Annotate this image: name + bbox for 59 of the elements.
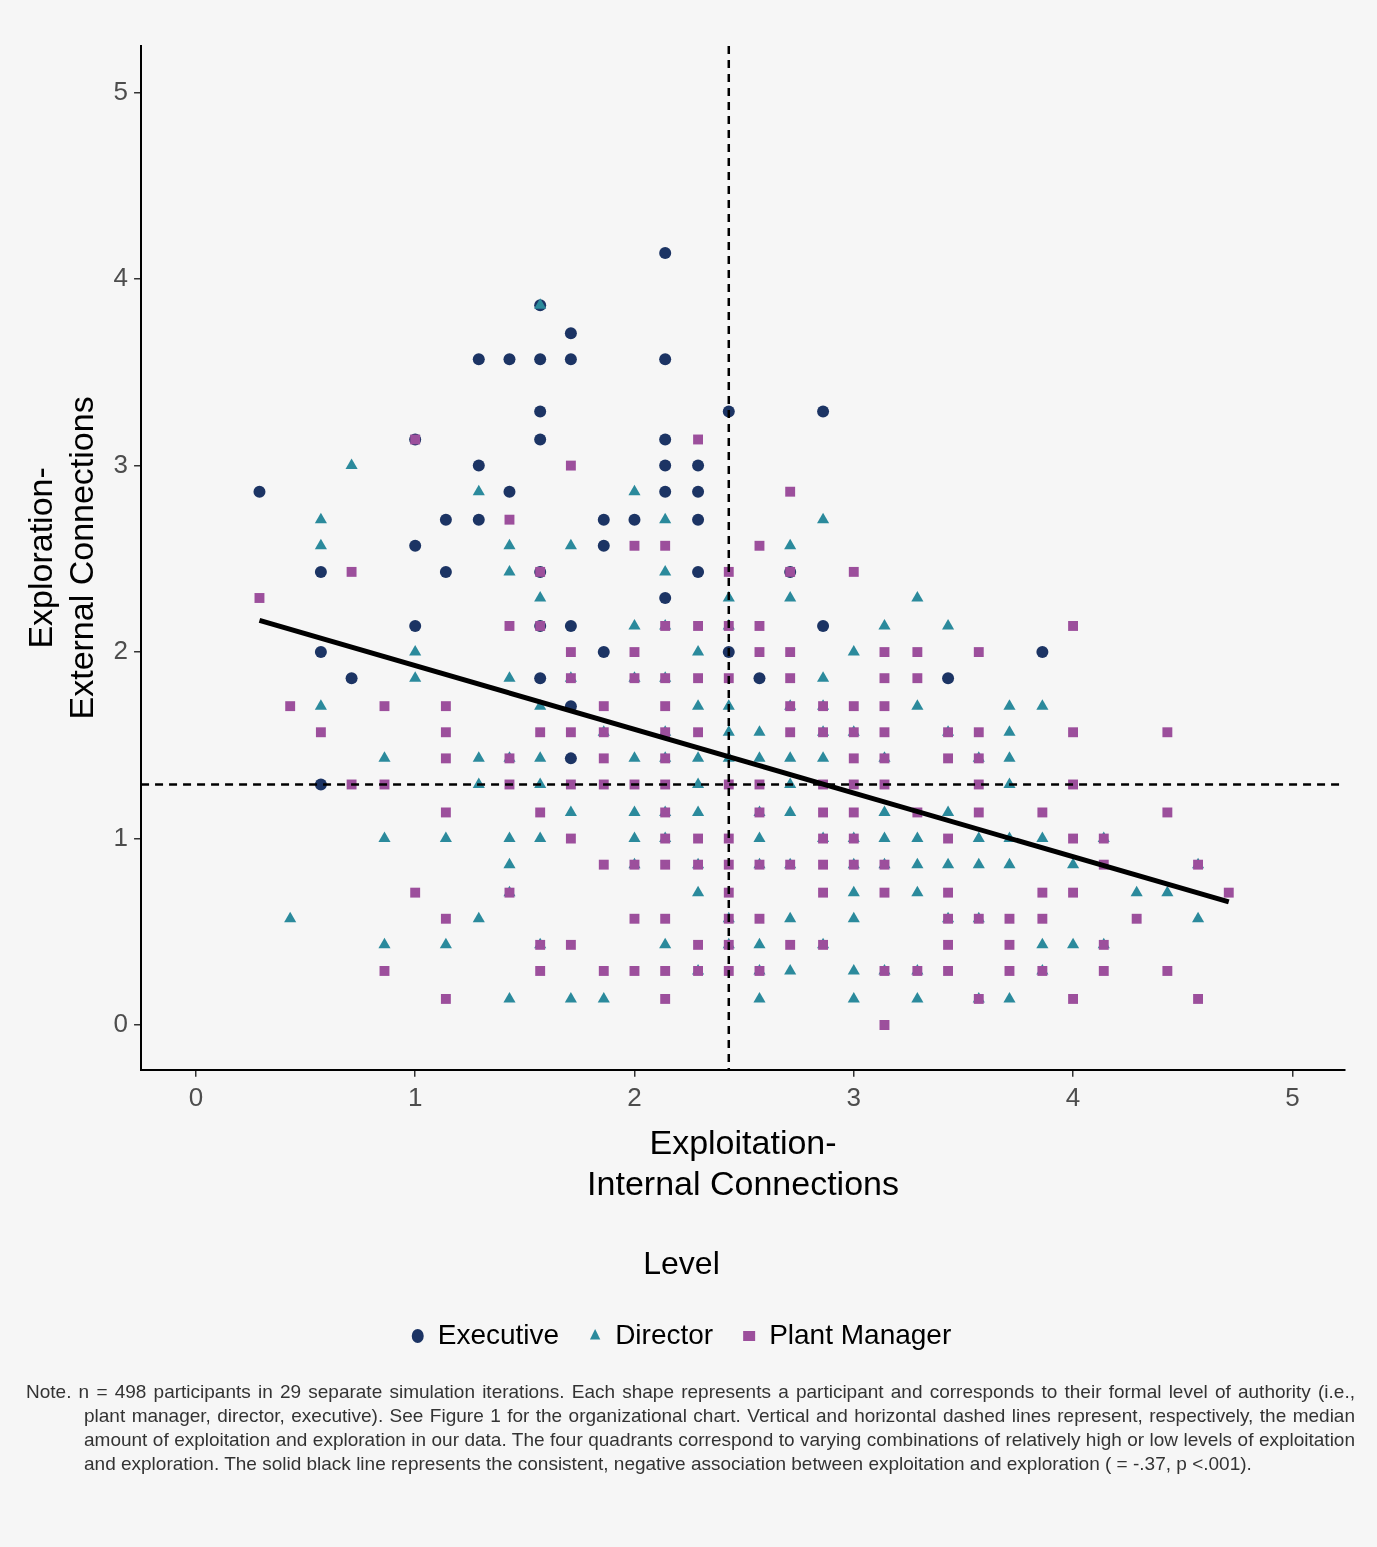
point [659, 485, 672, 498]
y-tick-label: 3 [113, 448, 129, 479]
point [692, 485, 705, 498]
point [253, 485, 266, 498]
point [564, 619, 577, 632]
point [472, 513, 485, 526]
point [503, 353, 516, 366]
point [1036, 646, 1049, 659]
point [439, 513, 452, 526]
y-tick-label: 4 [113, 262, 129, 293]
x-tick-label: 2 [627, 1081, 642, 1112]
point [659, 591, 672, 604]
y-axis-title: Exploration- External Connections [20, 396, 100, 720]
point [314, 565, 327, 578]
point [534, 672, 547, 685]
point [942, 672, 955, 685]
point [597, 646, 610, 659]
legend-label: Executive [437, 1318, 560, 1350]
y-tick-label: 2 [113, 635, 129, 666]
point [564, 327, 577, 340]
point [564, 752, 577, 765]
point [345, 672, 358, 685]
point [659, 433, 672, 446]
legend-title: Level [643, 1245, 720, 1282]
point [597, 539, 610, 552]
point [564, 353, 577, 366]
point [472, 353, 485, 366]
y-tick-label: 0 [113, 1008, 129, 1039]
point [409, 539, 422, 552]
text: Note. n = 498 participants in 29 separate simulation iterations. Each shape represents a participant and corresponds to their formal level of authority (i.e., plant manager, director, executive). See Figure 1 for the organizational chart. Vertical and horizontal dashed lines represent, respectively, the median amount of exploitation and exploration in our data. The four quadrants correspond to varying combinations of relatively high or low levels of exploitation and exploration. The solid black line represents the consistent, negative association between exploitation and exploration ( = -.37, p <.001). [26, 1380, 1355, 1476]
x-tick-label: 0 [188, 1081, 204, 1112]
x-tick-label: 3 [846, 1081, 862, 1112]
point [314, 646, 327, 659]
point [817, 405, 830, 418]
legend-label: Director [615, 1318, 714, 1350]
point [628, 513, 641, 526]
point [659, 247, 672, 259]
x-tick-label: 4 [1065, 1081, 1081, 1112]
point [692, 513, 705, 526]
point [534, 405, 547, 418]
x-tick-label: 1 [407, 1081, 423, 1112]
y-tick-label: 1 [113, 821, 129, 852]
point [659, 459, 672, 472]
legend-label: Plant Manager [769, 1318, 952, 1350]
point [659, 353, 672, 366]
point [503, 485, 516, 498]
x-axis-title: Exploitation- Internal Connections [587, 1122, 899, 1202]
point [534, 433, 547, 446]
y-tick-label: 5 [113, 75, 129, 106]
point [692, 459, 705, 472]
point [692, 565, 705, 578]
point [409, 619, 422, 632]
point [597, 513, 610, 526]
point [439, 565, 452, 578]
point [817, 619, 830, 632]
point [472, 459, 485, 472]
point [753, 672, 766, 685]
x-tick-label: 5 [1285, 1081, 1300, 1112]
point [534, 353, 547, 366]
